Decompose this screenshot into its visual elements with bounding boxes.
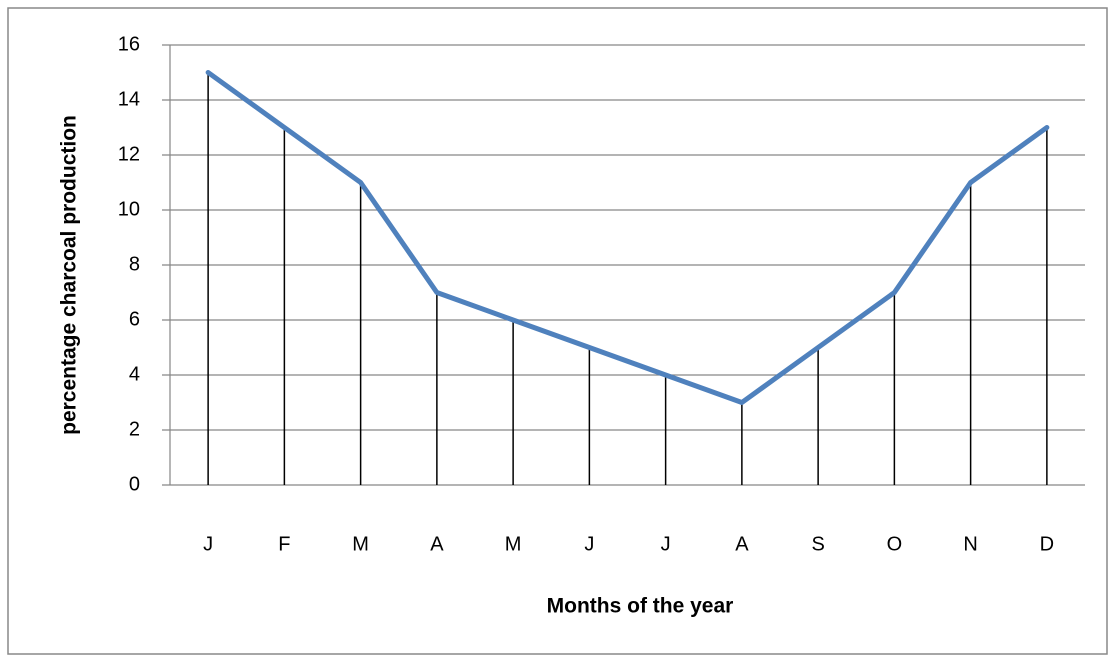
x-tick-label: M — [352, 533, 369, 555]
x-axis-title: Months of the year — [547, 595, 734, 618]
y-tick-label: 4 — [129, 363, 140, 385]
y-tick-label: 14 — [118, 88, 140, 110]
x-tick-label: A — [430, 533, 444, 555]
y-tick-label: 8 — [129, 253, 140, 275]
x-tick-label: N — [963, 533, 977, 555]
y-axis-title: percentage charcoal production — [58, 115, 81, 435]
data-line — [205, 70, 1050, 405]
y-tick-label: 0 — [129, 473, 140, 495]
x-tick-label: D — [1040, 533, 1054, 555]
x-tick-label: S — [811, 533, 824, 555]
x-tick-label: J — [661, 533, 671, 555]
x-tick-label: J — [584, 533, 594, 555]
y-tick-label: 12 — [118, 143, 140, 165]
x-tick-label: F — [278, 533, 290, 555]
y-tick-label: 6 — [129, 308, 140, 330]
x-tick-label: J — [203, 533, 213, 555]
x-tick-label: M — [505, 533, 522, 555]
y-tick-label: 16 — [118, 33, 140, 55]
chart-frame — [7, 7, 1108, 655]
x-tick-label: O — [887, 533, 903, 555]
y-tick-label: 10 — [118, 198, 140, 220]
x-tick-label: A — [735, 533, 749, 555]
y-tick-label: 2 — [129, 418, 140, 440]
